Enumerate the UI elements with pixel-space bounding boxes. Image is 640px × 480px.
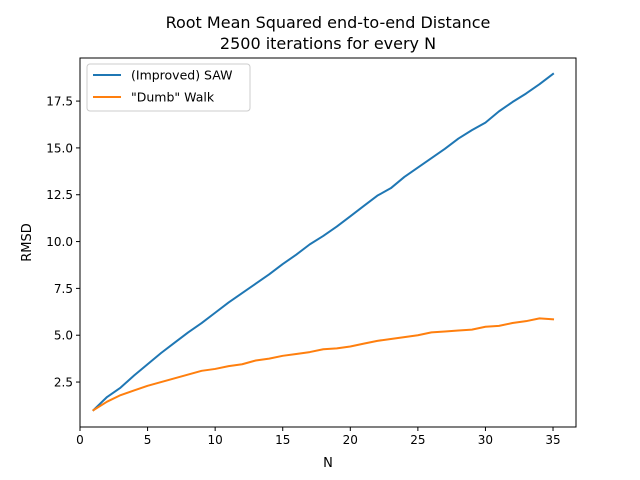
legend-label-saw: (Improved) SAW <box>131 68 232 83</box>
series-line-saw <box>92 72 555 412</box>
series-line-dumb-walk <box>92 317 555 412</box>
axes-frame <box>79 57 577 428</box>
y-tick-label: 12.5 <box>46 188 73 202</box>
x-axis-label: N <box>323 456 333 471</box>
y-axis-label: RMSD <box>20 223 35 262</box>
x-tick-label: 5 <box>144 433 152 447</box>
x-tick-label: 20 <box>343 433 358 447</box>
chart-title-line1: Root Mean Squared end-to-end Distance <box>166 13 491 32</box>
y-tick-label: 17.5 <box>46 95 73 109</box>
y-tick-label: 10.0 <box>46 235 73 249</box>
legend-box <box>86 63 251 112</box>
legend: (Improved) SAW "Dumb" Walk <box>86 63 251 112</box>
y-tick-label: 5.0 <box>54 329 73 343</box>
legend-label-dumb-walk: "Dumb" Walk <box>131 90 215 105</box>
chart-title-line2: 2500 iterations for every N <box>220 34 436 53</box>
plot-area: 0 5 10 15 20 25 30 35 2.5 5.0 7.5 10.0 12.5 15.0 17.5 <box>46 72 561 447</box>
x-tick-label: 15 <box>275 433 290 447</box>
y-tick-label: 7.5 <box>54 282 73 296</box>
x-tick-label: 30 <box>478 433 493 447</box>
y-tick-label: 15.0 <box>46 141 73 155</box>
x-tick-label: 25 <box>410 433 425 447</box>
y-tick-label: 2.5 <box>54 376 73 390</box>
x-tick-label: 35 <box>545 433 560 447</box>
x-tick-label: 0 <box>76 433 84 447</box>
x-tick-label: 10 <box>208 433 223 447</box>
